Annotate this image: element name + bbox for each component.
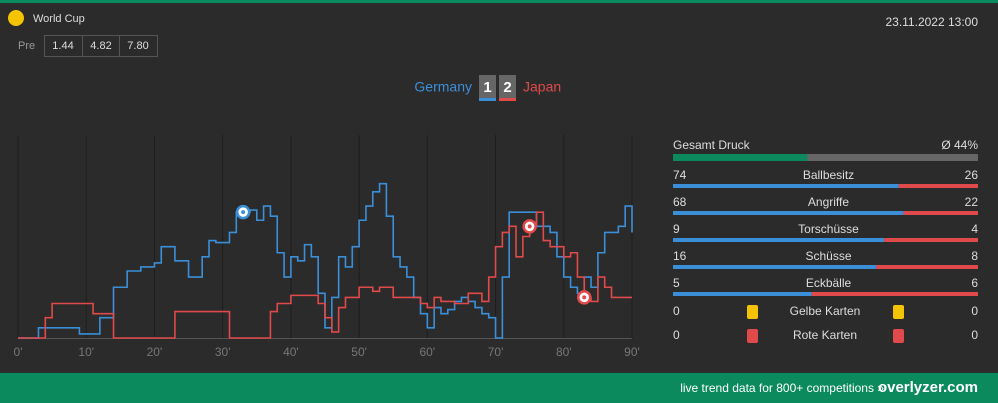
score-box bbox=[499, 75, 516, 99]
card-label: Rote Karten bbox=[793, 328, 857, 342]
score-box bbox=[479, 75, 496, 99]
stat-away: 4 bbox=[971, 222, 978, 236]
stat-home: 74 bbox=[673, 168, 687, 182]
pressure-label: Gesamt Druck bbox=[673, 138, 751, 152]
x-tick-label: 90' bbox=[624, 345, 640, 359]
x-tick-label: 0' bbox=[14, 345, 23, 359]
stat-label: Torschüsse bbox=[798, 222, 859, 236]
x-tick-label: 70' bbox=[488, 345, 504, 359]
stat-bar-away bbox=[876, 265, 978, 269]
pressure-avg: Ø 44% bbox=[941, 138, 978, 152]
pressure-track bbox=[673, 154, 978, 161]
competition: World Cup bbox=[33, 13, 85, 25]
stat-bar-home bbox=[673, 211, 904, 215]
odds-value: 7.80 bbox=[127, 40, 148, 52]
stat-home: 5 bbox=[673, 276, 680, 290]
stat-home: 68 bbox=[673, 195, 687, 209]
stat-bar-home bbox=[673, 184, 899, 188]
x-tick-label: 30' bbox=[215, 345, 231, 359]
odds-label: Pre bbox=[18, 40, 35, 52]
stat-label: Angriffe bbox=[808, 195, 849, 209]
card-away: 0 bbox=[971, 328, 978, 342]
stat-bar-home bbox=[673, 265, 877, 269]
x-tick-label: 10' bbox=[78, 345, 94, 359]
stat-home: 16 bbox=[673, 249, 687, 263]
pressure-bar bbox=[673, 154, 808, 161]
stat-bar-home bbox=[673, 292, 812, 296]
top-border bbox=[0, 0, 998, 3]
stat-away: 26 bbox=[965, 168, 979, 182]
card-icon bbox=[893, 305, 904, 319]
stat-away: 22 bbox=[965, 195, 979, 209]
x-tick-label: 20' bbox=[147, 345, 163, 359]
date: 23.11.2022 13:00 bbox=[885, 15, 978, 29]
odds-box bbox=[44, 35, 158, 57]
stat-label: Schüsse bbox=[805, 249, 851, 263]
footer-brand: overlyzer.com bbox=[878, 379, 978, 396]
away-team: Japan bbox=[523, 79, 561, 95]
stat-away: 6 bbox=[971, 276, 978, 290]
card-icon bbox=[747, 329, 758, 343]
odds-value: 1.44 bbox=[52, 40, 73, 52]
x-tick-label: 50' bbox=[351, 345, 367, 359]
stat-bar-away bbox=[811, 292, 978, 296]
home-team: Germany bbox=[414, 79, 472, 95]
footer-tagline: live trend data for 800+ competitions » bbox=[680, 381, 884, 395]
card-icon bbox=[747, 305, 758, 319]
goal-icon-dot bbox=[527, 224, 532, 229]
home-score: 1 bbox=[483, 79, 491, 96]
x-tick-label: 80' bbox=[556, 345, 572, 359]
stat-bar-away bbox=[884, 238, 978, 242]
goal-icon-dot bbox=[582, 295, 587, 300]
x-tick-label: 40' bbox=[283, 345, 299, 359]
competition-icon bbox=[8, 10, 24, 26]
odds-value: 4.82 bbox=[90, 40, 111, 52]
stat-bar-away bbox=[903, 211, 978, 215]
footer bbox=[0, 373, 998, 403]
score-underline bbox=[479, 98, 496, 101]
card-home: 0 bbox=[673, 304, 680, 318]
stat-label: Ballbesitz bbox=[803, 168, 854, 182]
card-home: 0 bbox=[673, 328, 680, 342]
stat-away: 8 bbox=[971, 249, 978, 263]
stat-home: 9 bbox=[673, 222, 680, 236]
score-underline bbox=[499, 98, 516, 101]
card-label: Gelbe Karten bbox=[790, 304, 861, 318]
stat-bar-home bbox=[673, 238, 885, 242]
card-icon bbox=[893, 329, 904, 343]
stat-label: Eckbälle bbox=[806, 276, 852, 290]
card-away: 0 bbox=[971, 304, 978, 318]
trend-line bbox=[18, 182, 633, 339]
stat-bar-away bbox=[898, 184, 978, 188]
x-tick-label: 60' bbox=[420, 345, 436, 359]
goal-icon-dot bbox=[241, 210, 246, 215]
trend-line bbox=[18, 211, 632, 339]
away-score: 2 bbox=[503, 79, 511, 96]
